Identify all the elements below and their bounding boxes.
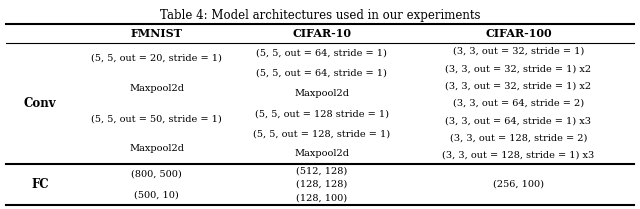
Text: (3, 3, out = 128, stride = 2): (3, 3, out = 128, stride = 2) <box>450 134 587 143</box>
Text: (5, 5, out = 64, stride = 1): (5, 5, out = 64, stride = 1) <box>256 48 387 57</box>
Text: (512, 128): (512, 128) <box>296 166 348 175</box>
Text: (5, 5, out = 128 stride = 1): (5, 5, out = 128 stride = 1) <box>255 109 388 118</box>
Text: CIFAR-100: CIFAR-100 <box>485 28 552 39</box>
Text: (5, 5, out = 20, stride = 1): (5, 5, out = 20, stride = 1) <box>92 54 222 62</box>
Text: (3, 3, out = 64, stride = 2): (3, 3, out = 64, stride = 2) <box>453 99 584 108</box>
Text: (800, 500): (800, 500) <box>131 170 182 179</box>
Text: (5, 5, out = 50, stride = 1): (5, 5, out = 50, stride = 1) <box>92 114 222 123</box>
Text: Maxpool2d: Maxpool2d <box>294 89 349 98</box>
Text: (5, 5, out = 64, stride = 1): (5, 5, out = 64, stride = 1) <box>256 69 387 78</box>
Text: (3, 3, out = 64, stride = 1) x3: (3, 3, out = 64, stride = 1) x3 <box>445 116 591 125</box>
Text: FMNIST: FMNIST <box>131 28 183 39</box>
Text: (3, 3, out = 32, stride = 1) x2: (3, 3, out = 32, stride = 1) x2 <box>445 82 591 91</box>
Text: Maxpool2d: Maxpool2d <box>129 84 184 93</box>
Text: Maxpool2d: Maxpool2d <box>294 149 349 158</box>
Text: (5, 5, out = 128, stride = 1): (5, 5, out = 128, stride = 1) <box>253 129 390 138</box>
Text: (500, 10): (500, 10) <box>134 190 179 199</box>
Text: FC: FC <box>31 178 49 191</box>
Text: (3, 3, out = 32, stride = 1): (3, 3, out = 32, stride = 1) <box>452 47 584 56</box>
Text: Maxpool2d: Maxpool2d <box>129 144 184 153</box>
Text: (128, 128): (128, 128) <box>296 180 348 189</box>
Text: Conv: Conv <box>24 97 56 110</box>
Text: (256, 100): (256, 100) <box>493 180 544 189</box>
Text: (3, 3, out = 128, stride = 1) x3: (3, 3, out = 128, stride = 1) x3 <box>442 151 595 160</box>
Text: (3, 3, out = 32, stride = 1) x2: (3, 3, out = 32, stride = 1) x2 <box>445 64 591 73</box>
Text: Table 4: Model architectures used in our experiments: Table 4: Model architectures used in our… <box>160 9 480 22</box>
Text: CIFAR-10: CIFAR-10 <box>292 28 351 39</box>
Text: (128, 100): (128, 100) <box>296 194 347 203</box>
